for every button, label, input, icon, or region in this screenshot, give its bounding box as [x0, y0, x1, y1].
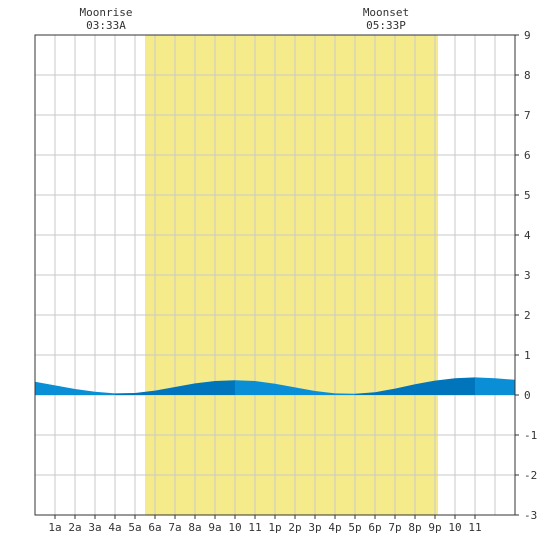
x-tick-label: 6p	[368, 521, 381, 534]
y-tick-label: -2	[524, 469, 537, 482]
x-tick-label: 4p	[328, 521, 341, 534]
y-tick-label: 8	[524, 69, 531, 82]
grid-layer	[35, 34, 515, 516]
x-tick-label: 2a	[68, 521, 81, 534]
y-tick-label: 2	[524, 309, 531, 322]
y-tick-label: -1	[524, 429, 537, 442]
x-tick-label: 2p	[288, 521, 301, 534]
tide-area-layer	[35, 377, 515, 395]
x-tick-label: 11	[248, 521, 261, 534]
x-tick-label: 8p	[408, 521, 421, 534]
y-tick-label: 0	[524, 389, 531, 402]
moonset-time: 05:33P	[366, 19, 406, 32]
x-tick-label: 3p	[308, 521, 321, 534]
y-tick-label: 1	[524, 349, 531, 362]
x-tick-label: 10	[448, 521, 461, 534]
y-tick-label: -3	[524, 509, 537, 522]
y-tick-label: 7	[524, 109, 531, 122]
y-tick-label: 3	[524, 269, 531, 282]
tide-area-segment	[355, 377, 475, 395]
x-tick-label: 9a	[208, 521, 221, 534]
y-tick-label: 9	[524, 29, 531, 42]
moonrise-label: Moonrise	[80, 6, 133, 19]
tide-area-segment	[115, 380, 235, 395]
x-tick-label: 10	[228, 521, 241, 534]
y-tick-label: 6	[524, 149, 531, 162]
tide-area-segment	[475, 377, 515, 395]
x-tick-label: 9p	[428, 521, 441, 534]
x-tick-label: 1a	[48, 521, 61, 534]
y-tick-label: 4	[524, 229, 531, 242]
x-tick-label: 8a	[188, 521, 201, 534]
x-tick-label: 6a	[148, 521, 161, 534]
x-tick-label: 4a	[108, 521, 121, 534]
x-tick-label: 3a	[88, 521, 101, 534]
x-tick-label: 5p	[348, 521, 361, 534]
y-tick-label: 5	[524, 189, 531, 202]
x-tick-label: 7p	[388, 521, 401, 534]
moonrise-time: 03:33A	[86, 19, 126, 32]
axis-layer	[34, 34, 519, 519]
x-tick-label: 5a	[128, 521, 141, 534]
tide-area-segment	[235, 380, 355, 395]
moonset-label: Moonset	[363, 6, 409, 19]
label-layer: -3 -2 -1 0 1 2 3 4 5 6 7 8 9 1a 2a 3a 4a 5a 6a 7a 8a 9a 10 11 1p…	[48, 6, 537, 534]
tide-area-segment	[35, 381, 115, 395]
x-tick-label: 11	[468, 521, 481, 534]
x-tick-label: 1p	[268, 521, 281, 534]
x-tick-label: 7a	[168, 521, 181, 534]
